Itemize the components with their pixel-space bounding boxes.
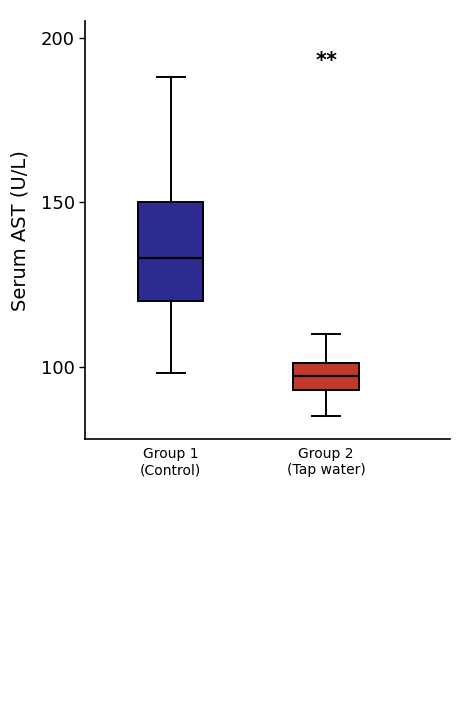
Bar	[293, 363, 359, 389]
Text: **: **	[315, 51, 337, 71]
Y-axis label: Serum AST (U/L): Serum AST (U/L)	[11, 149, 30, 311]
Bar	[138, 202, 203, 301]
